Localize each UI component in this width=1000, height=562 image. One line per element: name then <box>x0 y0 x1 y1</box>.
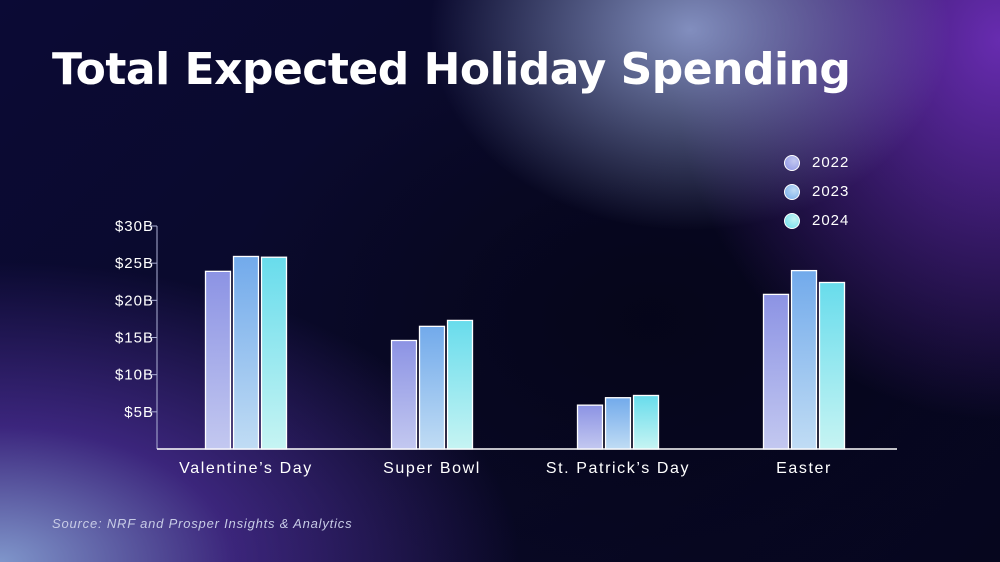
x-category-label: Valentine’s Day <box>179 460 313 477</box>
legend-item-2024: 2024 <box>784 206 849 235</box>
bar-2022 <box>204 270 232 450</box>
legend-item-2022: 2022 <box>784 148 849 177</box>
legend-label-2023: 2023 <box>812 183 850 200</box>
x-category-label: St. Patrick’s Day <box>546 460 690 477</box>
axis-labels: $5B $10B $15B $20B $25B $30B Valentine’s Day Su… <box>115 218 832 477</box>
y-tick-label: $15B <box>115 330 154 347</box>
y-tick-label: $5B <box>124 404 154 421</box>
y-tick-label: $25B <box>115 255 154 272</box>
y-tick-label: $20B <box>115 292 154 309</box>
bar-2023 <box>418 325 446 450</box>
bar-2024 <box>632 394 660 450</box>
bar-2022 <box>390 339 418 450</box>
y-tick-label: $10B <box>115 367 154 384</box>
legend-swatch-2023 <box>784 183 800 200</box>
legend-swatch-2022 <box>784 154 800 171</box>
y-tick-label: $30B <box>115 218 154 235</box>
bar-2023 <box>604 397 632 450</box>
legend: 2022 2023 2024 <box>784 148 849 235</box>
bar-2023 <box>790 269 818 450</box>
legend-label-2024: 2024 <box>812 212 850 229</box>
x-category-label: Easter <box>776 460 832 477</box>
bars <box>204 255 846 450</box>
bar-2024 <box>446 319 474 450</box>
chart-title: Total Expected Holiday Spending <box>52 44 851 95</box>
bar-2022 <box>576 404 604 450</box>
legend-label-2022: 2022 <box>812 154 850 171</box>
legend-swatch-2024 <box>784 212 800 229</box>
bar-2024 <box>818 281 846 450</box>
bar-2022 <box>762 293 790 450</box>
legend-item-2023: 2023 <box>784 177 849 206</box>
bar-2023 <box>232 255 260 450</box>
source-note: Source: NRF and Prosper Insights & Analy… <box>52 516 353 531</box>
x-category-label: Super Bowl <box>383 460 481 477</box>
bar-2024 <box>260 256 288 450</box>
